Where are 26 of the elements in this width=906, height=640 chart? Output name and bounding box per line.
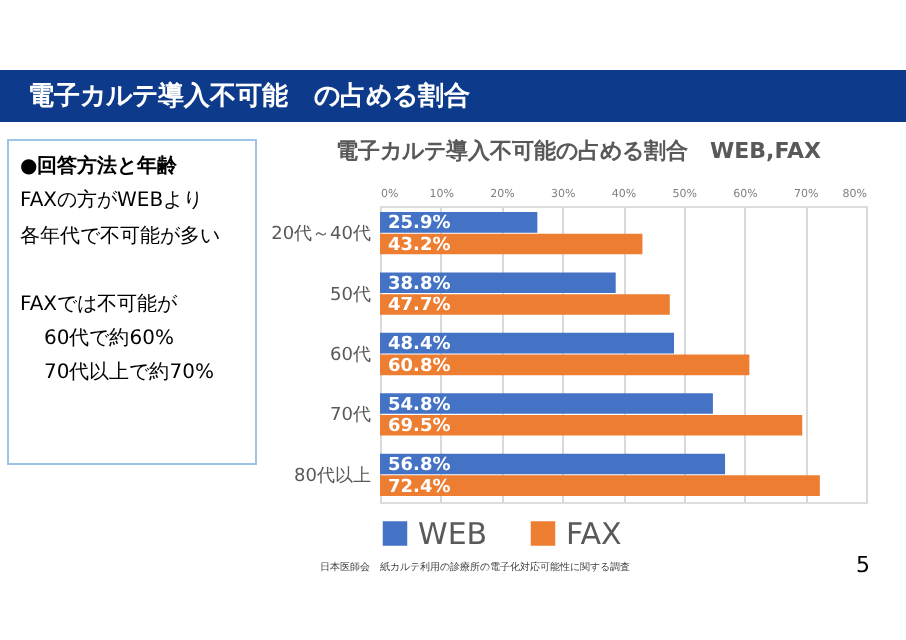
text: 48.4% — [388, 335, 451, 356]
text: 25.9% — [388, 214, 451, 235]
y-tick-label: 70代 — [330, 404, 371, 427]
text: FAXの方がWEBより — [20, 188, 204, 212]
legend-label: FAX — [566, 515, 622, 552]
text: 69.5% — [388, 417, 451, 438]
text: 各年代で不可能が多い — [20, 224, 220, 248]
legend-label: WEB — [418, 515, 488, 552]
text: 60代で約60% — [44, 328, 174, 350]
text: 60.8% — [388, 356, 451, 377]
text: 38.8% — [388, 274, 451, 295]
text: 電子カルテ導入不可能 の占める割合 — [28, 80, 470, 112]
text: 47.7% — [388, 296, 451, 317]
text: 56.8% — [388, 455, 451, 476]
y-tick-label: 50代 — [330, 283, 371, 306]
text: 70代以上で約70% — [44, 360, 214, 384]
text: 72.4% — [388, 477, 451, 498]
text: 54.8% — [388, 395, 451, 416]
y-tick-label: 80代以上 — [294, 464, 371, 487]
y-tick-label: 60代 — [330, 344, 371, 366]
text: FAXでは不可能が — [20, 292, 180, 316]
chart-title: 電子カルテ導入不可能の占める割合 WEB,FAX — [336, 138, 822, 164]
text: 5 — [856, 552, 870, 578]
y-tick-label: 20代～40代 — [271, 223, 371, 246]
text: ●回答方法と年齢 — [20, 154, 180, 178]
text: 43.2% — [388, 236, 451, 257]
